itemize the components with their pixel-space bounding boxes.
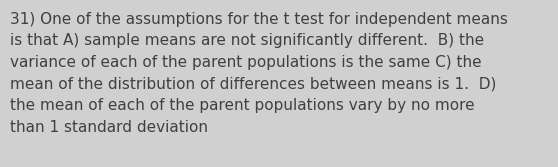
Text: 31) One of the assumptions for the t test for independent means
is that A) sampl: 31) One of the assumptions for the t tes… [10, 12, 508, 135]
